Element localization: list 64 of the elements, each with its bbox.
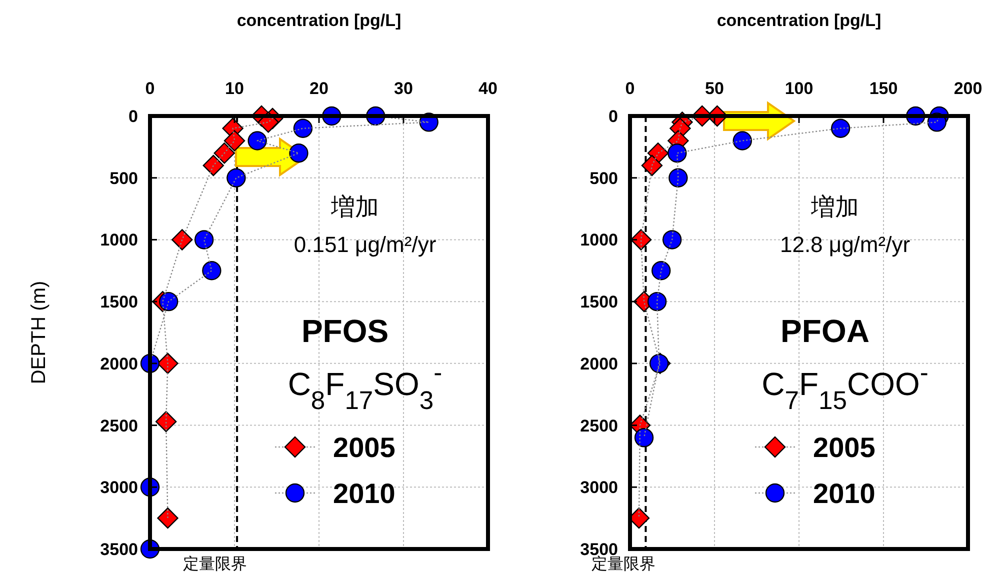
point — [202, 261, 222, 280]
x-tick-label: 30 — [394, 79, 413, 98]
y-tick-label: 2500 — [580, 416, 618, 436]
point — [248, 131, 267, 150]
point — [194, 230, 214, 250]
annotation: 増加 — [810, 194, 859, 221]
point — [157, 352, 178, 374]
y-tick-label: 1000 — [580, 230, 618, 250]
point — [647, 292, 667, 312]
x-axis-title: concentration [pg/L] — [716, 11, 882, 30]
legend-label: 2010 — [333, 478, 396, 509]
point — [634, 428, 654, 448]
point — [668, 144, 687, 163]
annotation: PFOS — [301, 313, 389, 349]
y-tick-label: 500 — [110, 168, 138, 188]
x-tick-label: 40 — [478, 79, 498, 98]
x-tick-label: 200 — [954, 79, 982, 98]
legend-label: 2005 — [813, 432, 876, 463]
y-tick-label: 0 — [608, 107, 618, 126]
point — [202, 154, 224, 176]
y-tick-label: 2500 — [100, 416, 138, 436]
y-tick-label: 2000 — [580, 354, 618, 374]
ref-line-label: 定量限界 — [183, 555, 248, 573]
legend-label: 2010 — [813, 478, 876, 509]
point — [172, 229, 193, 250]
x-tick-label: 20 — [310, 79, 328, 98]
point — [630, 229, 652, 250]
y-tick-label: 3500 — [100, 540, 138, 559]
point — [214, 142, 235, 164]
annotation: 増加 — [330, 194, 379, 221]
point — [662, 230, 682, 250]
point — [293, 118, 313, 138]
annotation: C$_{7}$F$_{15}$COO$^{-}$ — [762, 359, 928, 415]
point — [157, 507, 178, 529]
x-tick-label: 0 — [145, 79, 155, 98]
annotation: PFOA — [780, 313, 870, 349]
y-axis-title: DEPTH (m) — [28, 280, 50, 384]
point — [732, 131, 752, 150]
x-tick-label: 100 — [784, 79, 814, 98]
y-tick-label: 0 — [128, 107, 138, 126]
x-tick-label: 50 — [705, 79, 724, 98]
x-tick-label: 150 — [869, 79, 898, 98]
point — [289, 144, 308, 163]
annotation: 0.151 μg/m²/yr — [294, 232, 436, 257]
y-tick-label: 1500 — [580, 292, 618, 312]
x-axis-title: concentration [pg/L] — [236, 11, 402, 30]
point — [226, 168, 246, 188]
point — [641, 154, 663, 176]
y-tick-label: 3000 — [100, 478, 138, 498]
y-tick-label: 1000 — [100, 230, 138, 250]
y-tick-label: 500 — [590, 168, 618, 188]
y-tick-label: 2000 — [100, 354, 138, 374]
point — [224, 130, 246, 152]
annotation: 12.8 μg/m²/yr — [780, 232, 910, 257]
point — [830, 118, 850, 138]
point — [651, 261, 671, 280]
point — [155, 410, 177, 432]
y-tick-label: 3000 — [580, 478, 618, 498]
point — [158, 292, 178, 312]
x-tick-label: 10 — [225, 79, 244, 98]
x-tick-label: 0 — [625, 79, 635, 98]
point — [668, 168, 688, 188]
legend-label: 2005 — [333, 432, 396, 463]
y-tick-label: 1500 — [100, 292, 138, 312]
